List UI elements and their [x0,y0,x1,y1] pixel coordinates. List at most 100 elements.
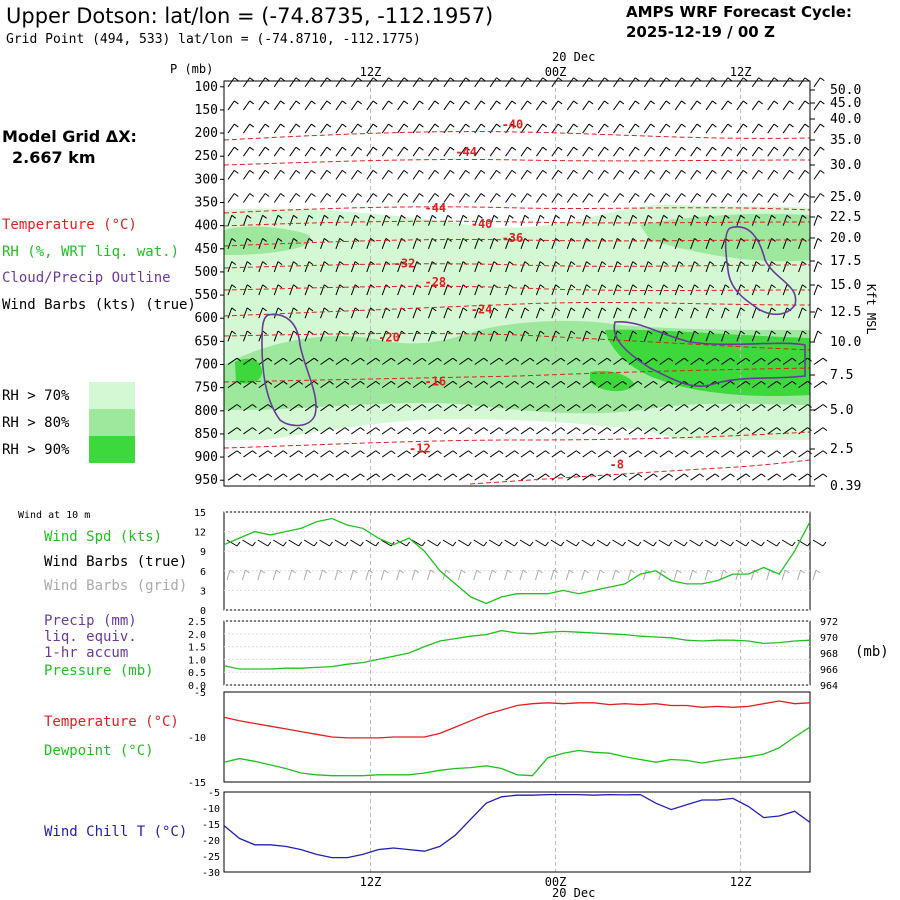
wind-barb [474,450,485,458]
wind-barb [582,215,587,226]
wind-barb-flag [745,450,751,455]
wind-barb-flag [560,380,566,385]
surface-barb-true-flag [545,541,549,547]
wind-barb-flag [740,214,745,219]
wind-barb [459,404,469,412]
wind-barb-flag [730,450,735,455]
wind-barb [767,357,778,365]
wind-barb [351,450,361,458]
wind-barb [798,357,808,365]
surface-barb-grid [303,569,308,581]
wind-barb-flag [511,100,517,105]
wind-barb [551,307,557,319]
wind-barb-flag [403,193,409,197]
wind-barb-flag [742,193,748,197]
wind-barb [397,215,402,226]
wind-barb [782,261,788,273]
wind-barb [798,215,803,226]
wind-barb-flag [354,307,360,312]
wind-barb-flag [277,330,283,335]
wind-barb-flag [524,261,530,265]
wind-barb-flag [511,77,517,82]
grid-point-label: Grid Point (494, 533) lat/lon = (-74.871… [6,32,421,47]
legend-liq-equiv: liq. equiv. [44,629,137,645]
dewpoint-line [223,726,811,777]
wind-barb [320,473,330,481]
wind-barb-flag [789,123,794,128]
wind-barb-flag [650,100,655,105]
wind-barb-flag [771,238,776,242]
wind-barb [643,330,649,342]
wind-barb [520,193,528,203]
wind-barb-flag [771,307,776,312]
windchill-tick-label: -30 [202,868,220,879]
wind-barb-flag [339,307,345,312]
wind-barb-flag [709,307,715,312]
windchill-panel [223,791,811,873]
surface-barb-grid-flag [275,569,281,574]
wind-barb-flag [478,330,483,335]
wind-barb-flag [236,380,242,385]
wind-barb [782,123,790,134]
wind-barb [613,146,621,157]
wind-barb [505,427,515,435]
wind-barb [613,261,618,273]
wind-barb [227,427,238,435]
wind-barb [489,357,500,365]
wind-barb-flag [637,450,643,455]
surface-barb-true-flag [359,541,364,547]
wind-barb-flag [375,427,381,432]
wind-barb-flag [714,404,720,408]
wind-barb-flag [740,238,745,242]
wind-barb-flag [344,473,350,478]
surface-barb-grid [812,569,817,581]
wind-barb [335,380,346,389]
wind-barb-flag [573,100,578,105]
wind-barb-flag [789,77,794,82]
legend-rh90: RH > 90% [2,442,70,458]
height-tick-label: 17.5 [830,254,861,269]
wind-barb-flag [791,404,797,408]
surface-barb-true-flag [730,541,734,547]
wind-barb [489,146,497,157]
wind-barb-flag [341,193,347,197]
wind-barb [659,238,665,249]
wind-barb [505,450,515,458]
wind-barb [304,146,312,157]
surface-barb-grid-flag [754,569,759,574]
wind-barb [520,357,531,365]
surface-barb-grid [504,569,509,581]
wind-barb [258,215,264,226]
rh90-region-left [235,358,262,384]
legend-dewpoint: Dewpoint (°C) [44,743,154,759]
wind-barb [643,307,649,319]
wind-barb-flag [694,330,699,335]
wind-barb-flag [496,77,501,82]
wind-barb [289,427,299,435]
wind-barb-flag [295,77,301,82]
wind-barb-flag [555,214,560,219]
wind-barb-flag [758,193,763,197]
wind-barb-flag [344,380,350,385]
wind-barb-flag [339,284,345,289]
wind-barb [227,357,238,365]
wind-barb-flag [329,357,334,362]
wind-barb-flag [650,123,655,128]
wind-barb-flag [403,100,409,105]
wind-barb-flag [277,214,283,219]
wind-barb-flag [326,77,332,82]
wind-barb [690,146,698,157]
pressure-unit-label: (mb) [855,644,889,660]
wind-barb [320,357,330,365]
isotherm-line [223,431,811,449]
wind-barb-flag [419,146,424,151]
wind-barb-flag [727,123,733,128]
wind10m-panel-frame [223,511,811,611]
wind-barb-flag [681,123,686,128]
wind-barb-flag [372,169,378,174]
wind-barb-flag [773,100,779,105]
wind-barb-flag [236,404,242,408]
wind-barb [582,330,587,342]
height-tick-label: 22.5 [830,210,861,225]
wind-barb-flag [696,77,702,82]
